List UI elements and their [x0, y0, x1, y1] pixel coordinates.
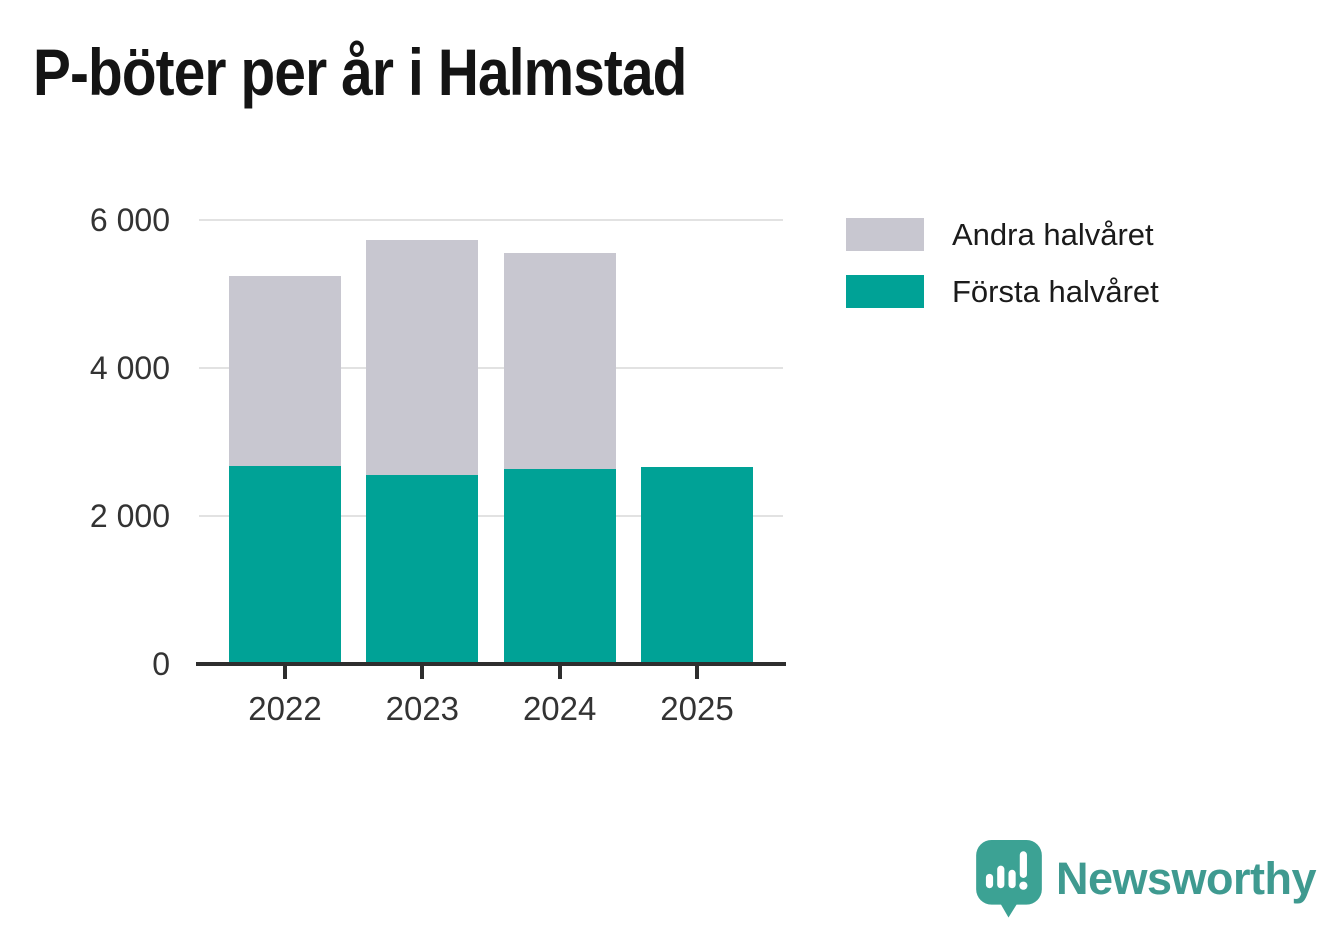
- x-axis-tick-label: 2024: [522, 690, 597, 727]
- bar-segment-2022: [229, 465, 341, 664]
- bar-segment-2023: [366, 239, 479, 475]
- y-gridline: [199, 515, 783, 517]
- x-axis-tick-label: 2022: [248, 690, 322, 727]
- bar-segment-2023: [366, 474, 479, 664]
- y-axis-tick-label: 0: [152, 646, 170, 682]
- x-axis-tick: [283, 666, 287, 679]
- bar-segment-2025: [641, 467, 753, 664]
- x-axis-tick-label: 2023: [385, 690, 460, 727]
- y-axis-tick-label: 6 000: [89, 202, 170, 238]
- legend-item-forsta-halvaret: Första halvåret: [846, 273, 1159, 309]
- x-axis-tick: [695, 666, 699, 679]
- legend: Andra halvåret Första halvåret: [846, 216, 1159, 309]
- legend-swatch-andra-halvaret: [846, 218, 924, 251]
- legend-label: Första halvåret: [952, 273, 1159, 309]
- x-axis-line: [196, 662, 786, 666]
- chart-title: P-böter per år i Halmstad: [33, 35, 687, 109]
- bar-segment-2024: [503, 253, 616, 469]
- legend-swatch-forsta-halvaret: [846, 275, 924, 308]
- x-axis-tick: [420, 666, 425, 679]
- brand-wordmark: Newsworthy: [1056, 853, 1317, 904]
- y-axis-tick-label: 2 000: [89, 498, 170, 534]
- legend-label: Andra halvåret: [952, 216, 1154, 252]
- y-axis-tick-label: 4 000: [89, 350, 170, 386]
- legend-item-andra-halvaret: Andra halvåret: [846, 216, 1159, 252]
- brand-footer: Newsworthy: [976, 840, 1317, 918]
- bar-segment-2024: [503, 468, 616, 664]
- x-axis-tick: [557, 666, 562, 679]
- newsworthy-chart-bubble-icon: [976, 840, 1042, 918]
- y-gridline: [199, 219, 783, 221]
- bar-segment-2022: [229, 275, 341, 466]
- x-axis-tick-label: 2025: [660, 690, 734, 727]
- y-gridline: [199, 367, 783, 369]
